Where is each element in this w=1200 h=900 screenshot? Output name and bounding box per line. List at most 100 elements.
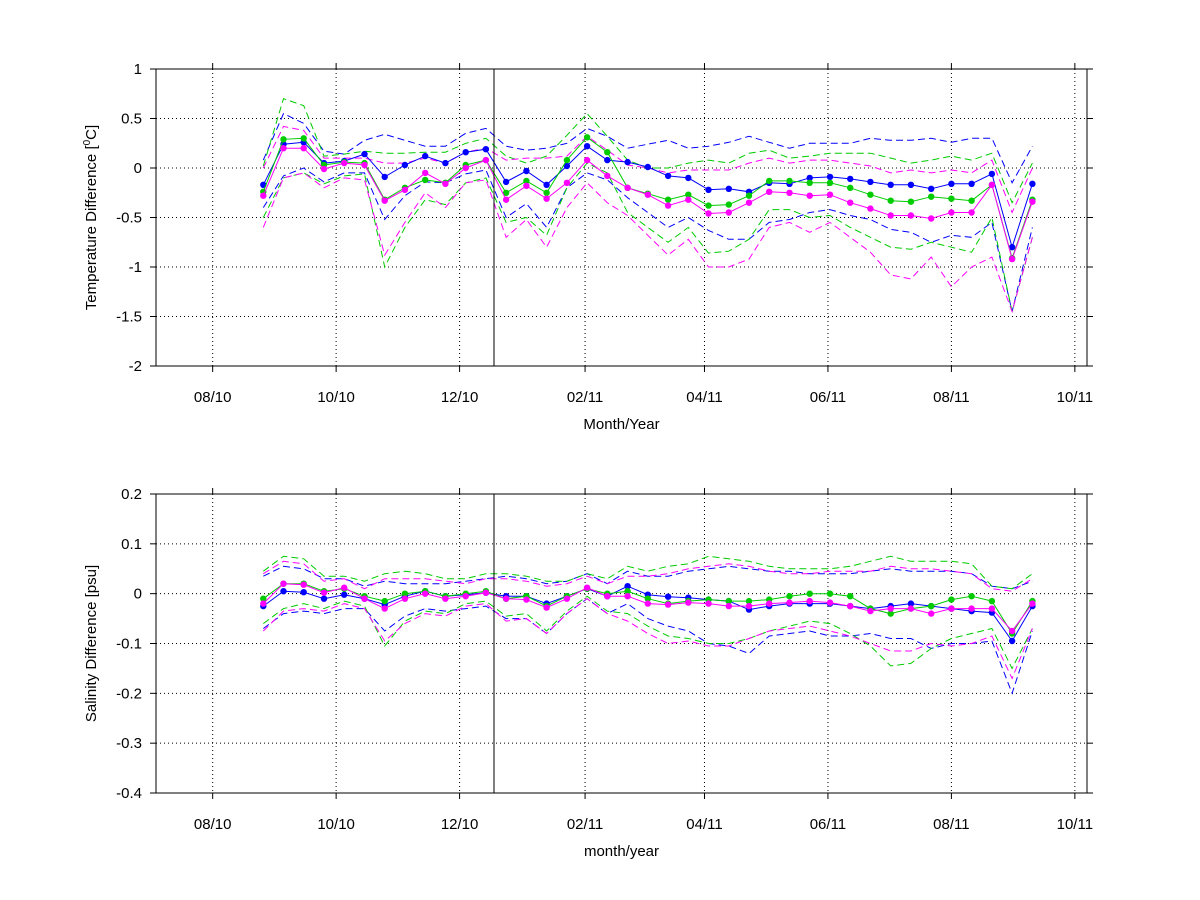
y-tick-label: 1 — [134, 61, 142, 78]
data-point — [260, 192, 267, 199]
data-point — [604, 156, 611, 164]
data-point — [826, 179, 834, 186]
data-point — [604, 172, 611, 180]
data-point — [624, 593, 631, 600]
data-point — [867, 178, 874, 186]
data-point — [341, 159, 348, 167]
data-point — [300, 145, 307, 152]
data-point — [826, 599, 834, 606]
data-point — [563, 162, 571, 170]
data-point — [907, 198, 915, 205]
bound-line — [262, 598, 1033, 680]
data-point — [907, 600, 915, 607]
data-point — [745, 192, 753, 199]
data-point — [624, 184, 631, 191]
data-point — [502, 595, 510, 602]
data-point — [422, 169, 429, 177]
data-point — [826, 590, 834, 597]
data-point — [462, 149, 469, 156]
data-point — [745, 199, 753, 206]
data-point — [968, 605, 975, 612]
y-tick-label: 0.5 — [121, 111, 142, 128]
data-point — [664, 202, 672, 209]
data-point — [624, 588, 631, 595]
data-point — [705, 202, 712, 209]
data-point — [401, 590, 409, 597]
data-point — [867, 205, 874, 212]
data-point — [583, 584, 591, 591]
data-point — [624, 158, 631, 166]
data-point — [543, 195, 550, 202]
bound-line — [262, 125, 1033, 214]
data-point — [664, 601, 672, 608]
data-point — [887, 181, 894, 188]
data-point — [685, 599, 692, 606]
x-tick-label: 10/11 — [1057, 816, 1093, 833]
data-point — [887, 610, 894, 617]
y-tick-label: -0.3 — [116, 735, 142, 752]
bound-line — [263, 598, 1033, 695]
data-point — [381, 197, 388, 204]
data-point — [725, 185, 732, 192]
data-point — [422, 176, 429, 184]
data-point — [381, 597, 388, 605]
data-point — [381, 173, 388, 181]
data-point — [280, 145, 287, 152]
data-point — [685, 191, 692, 198]
data-point — [543, 604, 550, 611]
x-tick-label: 12/10 — [441, 389, 479, 406]
data-point — [260, 595, 267, 602]
data-point — [604, 593, 611, 600]
data-point — [867, 191, 874, 198]
data-point — [1008, 255, 1016, 263]
salinity-chart: -0.4 -0.3 -0.2 -0.1 0 0.1 0.2 08/10 10/10 12/10 02… — [83, 486, 1093, 860]
x-tick-label: 10/10 — [317, 816, 355, 833]
data-point — [806, 174, 813, 182]
data-point — [806, 192, 813, 199]
data-point — [847, 199, 854, 206]
data-point — [1008, 637, 1016, 645]
data-point — [422, 152, 429, 160]
x-axis-label: Month/Year — [583, 416, 659, 433]
data-point — [988, 181, 996, 188]
data-point — [806, 597, 813, 605]
data-point — [644, 595, 651, 602]
data-point — [523, 167, 530, 175]
x-tick-label: 02/11 — [567, 816, 603, 833]
data-point — [806, 590, 813, 597]
data-point — [361, 161, 368, 169]
y-tick-label: 0 — [134, 586, 142, 603]
y-tick-label: 0.1 — [121, 536, 142, 553]
data-point — [928, 610, 935, 617]
data-point — [523, 177, 530, 185]
x-tick-label: 04/11 — [686, 389, 722, 406]
data-point — [907, 605, 915, 612]
bound-line — [263, 560, 1033, 592]
data-point — [988, 605, 996, 612]
data-point — [462, 593, 469, 600]
data-point — [968, 197, 975, 204]
data-point — [442, 180, 449, 187]
data-point — [280, 580, 287, 587]
data-point — [786, 189, 793, 196]
data-point — [968, 209, 975, 216]
data-point — [664, 172, 672, 180]
data-point — [644, 600, 651, 607]
y-axis-label: Salinity Difference [psu] — [83, 565, 100, 722]
x-tick-label: 02/11 — [567, 389, 603, 406]
y-tick-label: -2 — [129, 358, 142, 375]
data-point — [401, 595, 409, 602]
data-point — [766, 177, 773, 185]
data-point — [442, 595, 449, 602]
x-tick-label: 04/11 — [686, 816, 722, 833]
data-point — [300, 589, 307, 596]
data-point — [260, 600, 267, 607]
data-point — [563, 595, 571, 602]
x-tick-label: 10/10 — [317, 389, 355, 406]
data-point — [725, 209, 732, 216]
data-point — [1008, 627, 1016, 635]
data-point — [1029, 600, 1036, 607]
bound-line — [262, 112, 1033, 184]
data-point — [502, 189, 510, 196]
data-point — [705, 210, 712, 217]
